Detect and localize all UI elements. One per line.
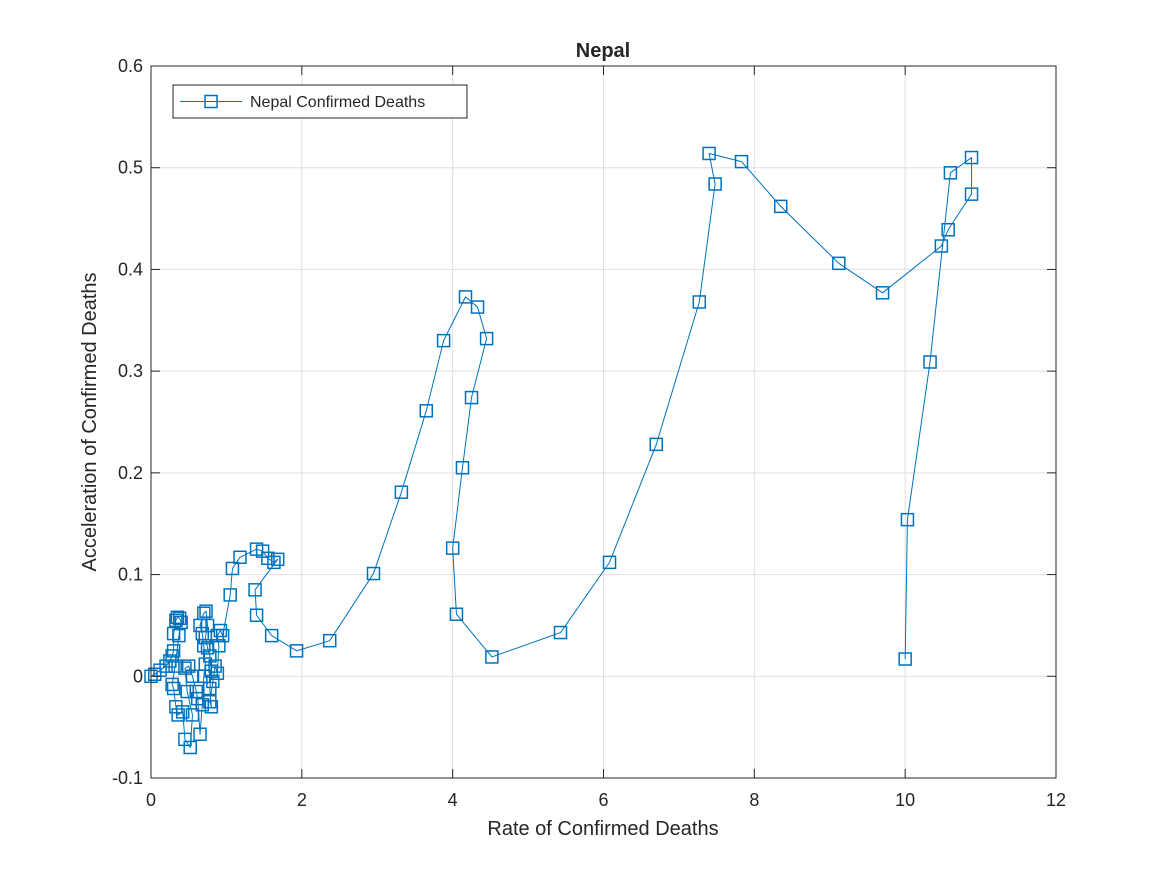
- data-point-marker: [183, 740, 197, 755]
- data-point-marker: [479, 331, 494, 346]
- x-tick-label: 10: [895, 790, 915, 810]
- data-point-marker: [419, 404, 434, 418]
- data-point-marker: [485, 650, 499, 664]
- data-point-marker: [249, 608, 264, 623]
- data-point-marker: [185, 708, 200, 722]
- data-point-marker: [934, 239, 949, 253]
- series-group: [144, 146, 979, 755]
- data-point-marker: [165, 649, 179, 663]
- data-point-marker: [172, 611, 187, 626]
- data-point-marker: [178, 661, 192, 675]
- data-point-marker: [210, 666, 225, 680]
- data-point-marker: [455, 461, 470, 475]
- data-point-marker: [215, 628, 230, 643]
- data-point-marker: [203, 681, 217, 696]
- y-tick-label: 0.6: [118, 56, 143, 76]
- y-tick-label: 0: [133, 666, 143, 686]
- legend-entry-label: Nepal Confirmed Deaths: [250, 94, 425, 111]
- data-point-marker: [225, 561, 240, 576]
- data-point-marker: [394, 485, 409, 499]
- data-point-marker: [702, 146, 716, 161]
- data-point-marker: [248, 583, 262, 597]
- data-point-marker: [649, 437, 664, 452]
- data-point-marker: [734, 154, 749, 169]
- data-point-marker: [180, 684, 194, 699]
- data-point-marker: [233, 550, 247, 565]
- x-tick-label: 4: [448, 790, 458, 810]
- data-point-marker: [553, 625, 568, 640]
- data-point-marker: [189, 684, 203, 699]
- data-point-marker: [165, 677, 179, 692]
- data-point-marker: [168, 659, 182, 673]
- data-point-marker: [602, 555, 617, 570]
- chart-title: Nepal: [576, 40, 630, 62]
- data-point-marker: [773, 199, 788, 214]
- data-point-marker: [708, 177, 722, 191]
- y-tick-label: -0.1: [112, 768, 143, 788]
- y-tick-label: 0.1: [118, 565, 143, 585]
- data-point-marker: [174, 615, 188, 630]
- data-point-marker: [943, 166, 958, 180]
- data-point-marker: [195, 698, 210, 712]
- data-point-marker: [264, 628, 279, 643]
- data-point-marker: [181, 659, 196, 673]
- y-tick-label: 0.2: [118, 463, 143, 483]
- y-axis-label: Acceleration of Confirmed Deaths: [79, 272, 101, 571]
- data-point-marker: [208, 659, 222, 673]
- legend: Nepal Confirmed Deaths: [172, 84, 468, 119]
- data-point-marker: [204, 700, 219, 714]
- data-point-marker: [171, 708, 185, 722]
- data-point-marker: [166, 681, 181, 696]
- data-point-marker: [449, 607, 464, 621]
- data-point-marker: [169, 700, 183, 714]
- data-point-marker: [223, 588, 237, 602]
- data-point-marker: [436, 333, 451, 348]
- data-point-marker: [289, 644, 304, 658]
- data-point-marker: [470, 300, 485, 314]
- data-point-marker: [213, 623, 228, 638]
- data-point-marker: [193, 727, 207, 742]
- data-point-marker: [172, 628, 186, 643]
- data-point-marker: [175, 705, 190, 719]
- data-point-marker: [692, 295, 707, 309]
- data-point-marker: [900, 512, 915, 527]
- legend-box: [172, 84, 468, 119]
- data-point-marker: [212, 639, 226, 653]
- data-point-marker: [875, 286, 890, 300]
- data-point-marker: [206, 674, 220, 689]
- data-point-marker: [464, 390, 479, 405]
- data-point-marker: [199, 604, 213, 618]
- data-point-marker: [964, 150, 979, 165]
- y-tick-label: 0.4: [118, 259, 143, 279]
- x-tick-label: 6: [598, 790, 608, 810]
- data-point-marker: [267, 555, 281, 570]
- data-point-marker: [923, 355, 937, 369]
- x-tick-label: 12: [1046, 790, 1066, 810]
- data-point-marker: [170, 610, 185, 625]
- data-point-marker: [964, 187, 979, 201]
- data-point-marker: [941, 223, 955, 237]
- data-point-marker: [458, 290, 473, 304]
- x-tick-label: 2: [297, 790, 307, 810]
- data-point-marker: [166, 644, 181, 658]
- data-point-marker: [445, 541, 460, 555]
- data-point-marker: [366, 566, 381, 581]
- data-point-marker: [322, 633, 337, 648]
- x-tick-label: 8: [749, 790, 759, 810]
- data-point-marker: [270, 552, 285, 567]
- x-axis-label: Rate of Confirmed Deaths: [487, 818, 718, 840]
- y-tick-label: 0.5: [118, 158, 143, 178]
- y-tick-label: 0.3: [118, 361, 143, 381]
- ticks: 0 2 4 6 8 10 12-0.100.10.20.30.40.50.6: [112, 56, 1066, 810]
- data-point-marker: [898, 652, 912, 666]
- data-point-marker: [203, 694, 217, 709]
- data-point-marker: [832, 256, 846, 271]
- x-tick-label: 0: [146, 790, 156, 810]
- legend-marker-swatch: [204, 94, 218, 109]
